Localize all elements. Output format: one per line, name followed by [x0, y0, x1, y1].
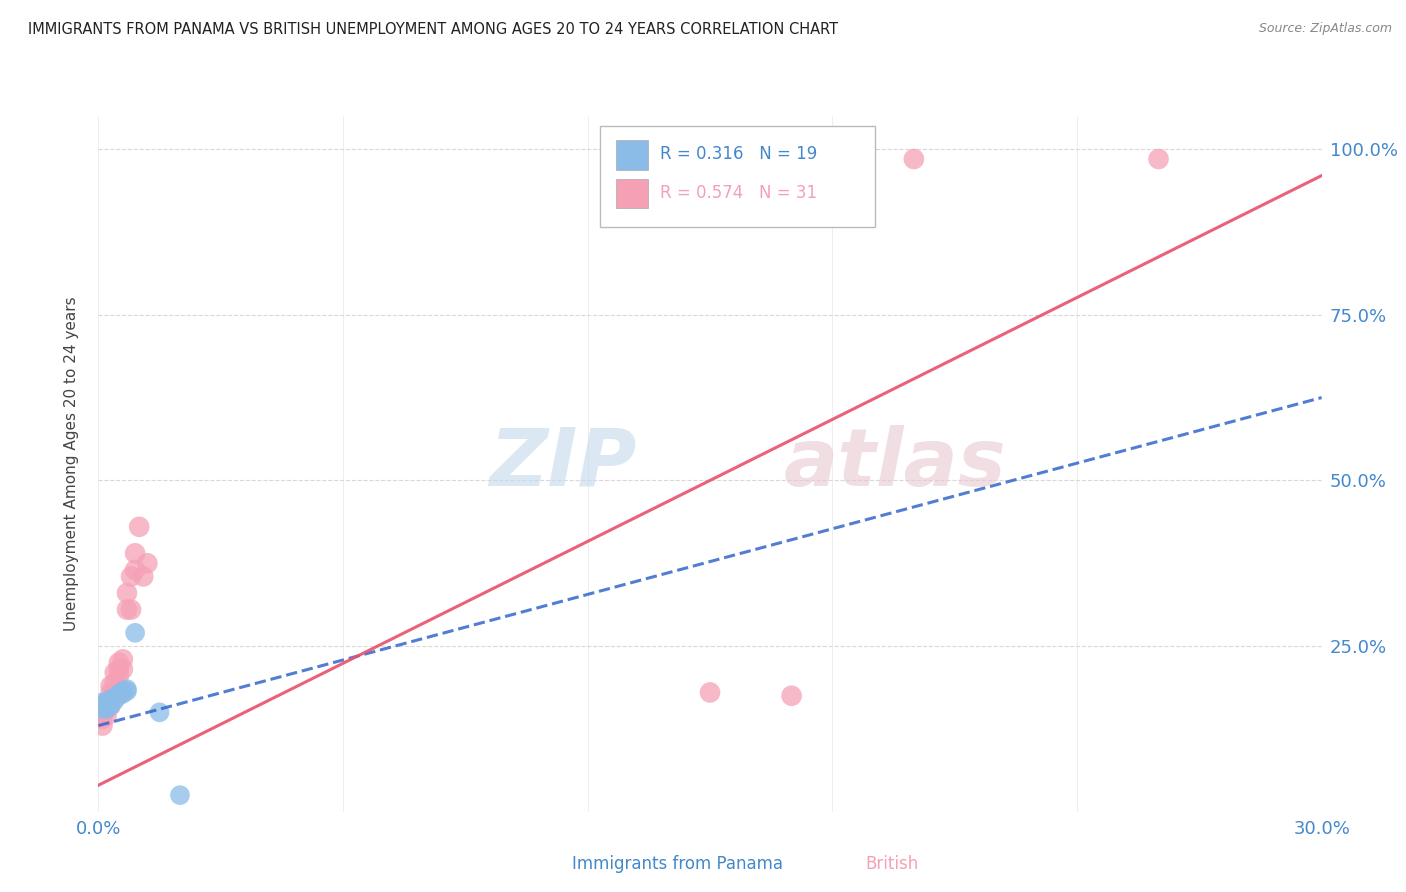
- Point: [96, 702, 118, 716]
- Point: [124, 625, 146, 640]
- Point: [120, 602, 142, 616]
- Point: [1147, 152, 1170, 166]
- Point: [91, 718, 114, 732]
- Point: [100, 692, 122, 706]
- Text: ZIP: ZIP: [489, 425, 637, 503]
- Point: [108, 689, 131, 703]
- Point: [111, 684, 134, 698]
- Point: [100, 698, 122, 713]
- Point: [108, 656, 131, 670]
- FancyBboxPatch shape: [600, 127, 875, 227]
- Text: atlas: atlas: [783, 425, 1007, 503]
- Point: [104, 665, 127, 680]
- Point: [96, 708, 118, 723]
- Point: [124, 563, 146, 577]
- Text: R = 0.316   N = 19: R = 0.316 N = 19: [659, 145, 817, 163]
- Point: [96, 698, 118, 713]
- Point: [96, 695, 118, 709]
- Point: [108, 687, 131, 701]
- Point: [104, 693, 127, 707]
- Text: IMMIGRANTS FROM PANAMA VS BRITISH UNEMPLOYMENT AMONG AGES 20 TO 24 YEARS CORRELA: IMMIGRANTS FROM PANAMA VS BRITISH UNEMPL…: [28, 22, 838, 37]
- Point: [111, 652, 134, 666]
- Point: [100, 679, 122, 693]
- Point: [124, 546, 146, 560]
- FancyBboxPatch shape: [827, 851, 856, 877]
- Point: [108, 662, 131, 676]
- Point: [91, 706, 114, 720]
- Text: Source: ZipAtlas.com: Source: ZipAtlas.com: [1258, 22, 1392, 36]
- Point: [903, 152, 925, 166]
- Y-axis label: Unemployment Among Ages 20 to 24 years: Unemployment Among Ages 20 to 24 years: [65, 296, 79, 632]
- Point: [169, 788, 191, 802]
- Point: [699, 685, 721, 699]
- Point: [91, 702, 114, 716]
- Point: [96, 695, 118, 709]
- Point: [115, 682, 138, 697]
- Point: [780, 689, 803, 703]
- Point: [120, 569, 142, 583]
- Point: [100, 695, 122, 709]
- Point: [111, 687, 134, 701]
- Point: [104, 675, 127, 690]
- Text: Immigrants from Panama: Immigrants from Panama: [572, 855, 783, 873]
- Point: [96, 702, 118, 716]
- Point: [115, 602, 138, 616]
- Point: [100, 685, 122, 699]
- Point: [128, 520, 150, 534]
- FancyBboxPatch shape: [533, 851, 562, 877]
- Point: [111, 662, 134, 676]
- Point: [104, 690, 127, 705]
- Point: [91, 695, 114, 709]
- FancyBboxPatch shape: [616, 140, 648, 169]
- Point: [91, 712, 114, 726]
- Point: [100, 698, 122, 713]
- Text: British: British: [865, 855, 918, 873]
- Point: [115, 586, 138, 600]
- Text: R = 0.574   N = 31: R = 0.574 N = 31: [659, 184, 817, 202]
- FancyBboxPatch shape: [616, 179, 648, 209]
- Point: [136, 556, 159, 570]
- Point: [132, 569, 155, 583]
- Point: [108, 669, 131, 683]
- Point: [115, 684, 138, 698]
- Point: [149, 706, 172, 720]
- Point: [104, 685, 127, 699]
- Point: [100, 692, 122, 706]
